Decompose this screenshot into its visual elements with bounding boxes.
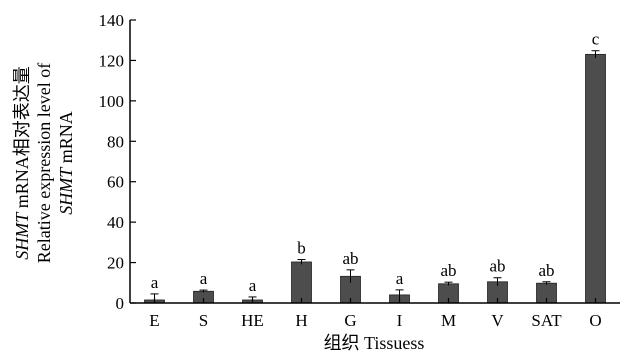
- significance-label: ab: [538, 261, 554, 280]
- x-tick-label: E: [149, 311, 159, 330]
- y-tick-label: 120: [99, 51, 125, 70]
- y-axis-title-line-2: Relative expression level of: [34, 63, 54, 263]
- x-tick-label: M: [441, 311, 456, 330]
- y-tick-label: 20: [107, 254, 124, 273]
- x-tick-label: G: [344, 311, 356, 330]
- bar: [291, 261, 312, 304]
- significance-label: a: [200, 269, 208, 288]
- significance-label: a: [396, 269, 404, 288]
- x-tick-label: H: [295, 311, 307, 330]
- x-tick-label: I: [397, 311, 403, 330]
- significance-label: ab: [489, 257, 505, 276]
- y-tick-label: 100: [99, 92, 125, 111]
- bar: [585, 53, 606, 304]
- y-tick-label: 60: [107, 173, 124, 192]
- y-axis-title-line-1: SHMT mRNA相对表达量: [12, 66, 32, 260]
- y-axis-title: SHMT mRNA相对表达量 Relative expression level…: [12, 63, 76, 263]
- significance-label: ab: [440, 261, 456, 280]
- significance-label: c: [592, 30, 600, 49]
- x-tick-label: S: [199, 311, 208, 330]
- y-tick-label: 80: [107, 132, 124, 151]
- significance-label: a: [151, 273, 159, 292]
- y-tick-label: 0: [116, 294, 125, 313]
- significance-label: ab: [342, 249, 358, 268]
- x-tick-label: O: [589, 311, 601, 330]
- y-tick-label: 40: [107, 213, 124, 232]
- significance-label: a: [249, 276, 257, 295]
- x-tick-label: HE: [241, 311, 264, 330]
- x-axis-ticks: E S HE H G I M V SAT O: [149, 298, 602, 330]
- x-axis-title: 组织 Tissuess: [324, 333, 425, 353]
- y-tick-label: 140: [99, 11, 125, 30]
- y-axis-ticks: 0 20 40 60 80 100 120 140: [99, 11, 136, 313]
- x-tick-label: SAT: [531, 311, 562, 330]
- y-axis-title-line-3: SHMT mRNA: [56, 111, 76, 215]
- x-tick-label: V: [491, 311, 504, 330]
- significance-label: b: [297, 239, 306, 258]
